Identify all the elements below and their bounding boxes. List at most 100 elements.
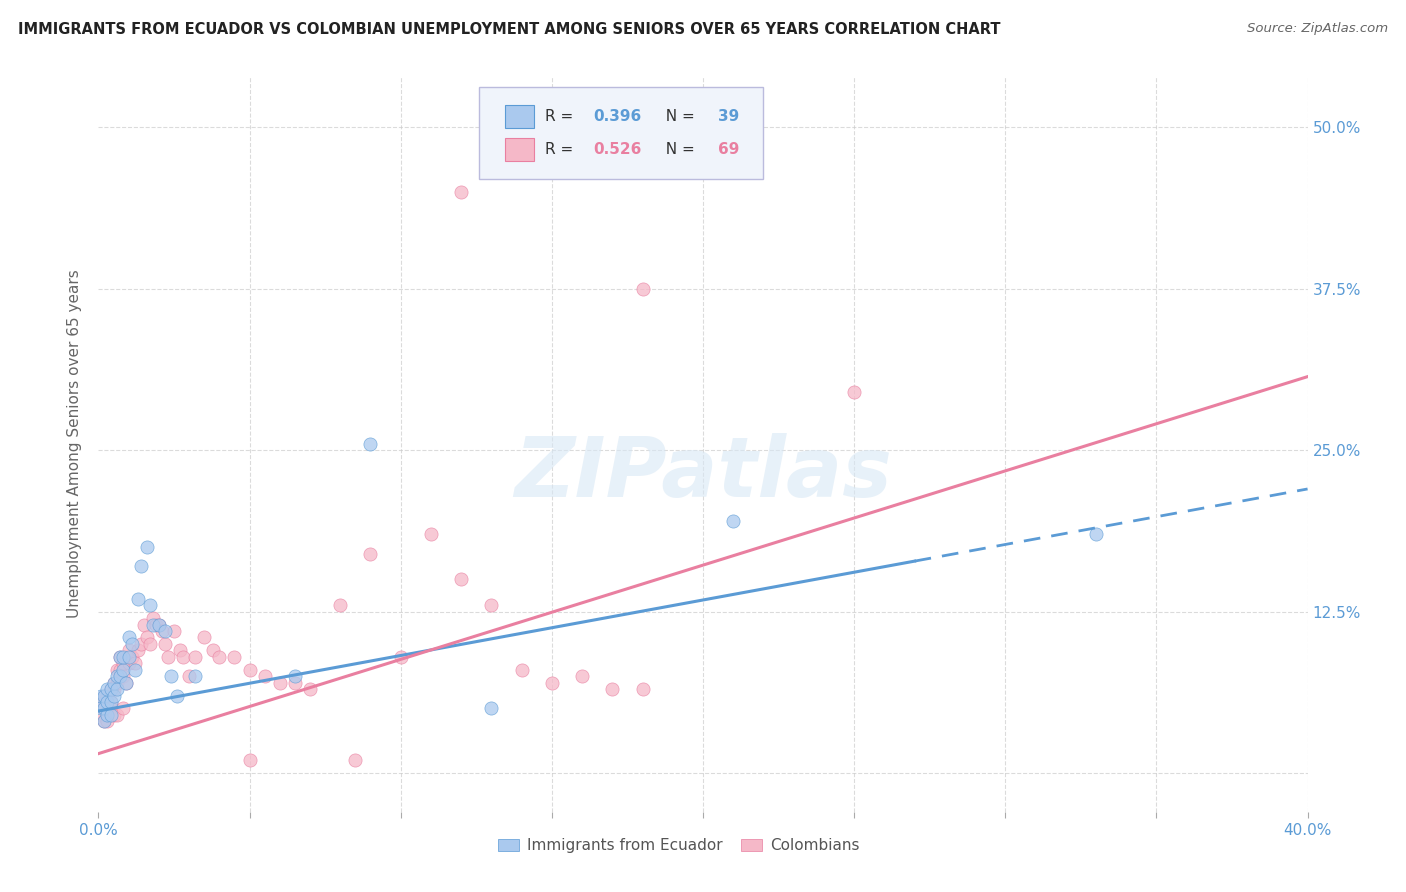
Point bbox=[129, 637, 152, 651]
Point bbox=[723, 514, 745, 528]
Point bbox=[169, 643, 191, 657]
Point bbox=[111, 649, 134, 664]
Point bbox=[124, 657, 146, 671]
Point bbox=[1085, 527, 1108, 541]
Point bbox=[132, 617, 155, 632]
Point bbox=[103, 689, 125, 703]
Text: Source: ZipAtlas.com: Source: ZipAtlas.com bbox=[1247, 22, 1388, 36]
Point bbox=[121, 637, 143, 651]
Point bbox=[121, 649, 143, 664]
Point bbox=[156, 649, 179, 664]
Point bbox=[108, 649, 131, 664]
Y-axis label: Unemployment Among Seniors over 65 years: Unemployment Among Seniors over 65 years bbox=[67, 269, 83, 618]
Point bbox=[202, 643, 225, 657]
Text: R =: R = bbox=[544, 142, 578, 157]
Point bbox=[208, 649, 231, 664]
Point bbox=[118, 657, 141, 671]
Point bbox=[153, 637, 176, 651]
Point bbox=[100, 701, 122, 715]
Point bbox=[103, 675, 125, 690]
Point bbox=[100, 681, 122, 696]
Point bbox=[631, 681, 654, 696]
Point bbox=[100, 681, 122, 696]
Point bbox=[114, 649, 136, 664]
Point bbox=[90, 707, 112, 722]
Point bbox=[153, 624, 176, 638]
Point bbox=[90, 689, 112, 703]
Point bbox=[118, 643, 141, 657]
Point bbox=[481, 701, 503, 715]
Point bbox=[135, 631, 157, 645]
Point bbox=[450, 572, 472, 586]
Point bbox=[127, 643, 149, 657]
Point bbox=[108, 663, 131, 677]
Point bbox=[108, 649, 131, 664]
Point bbox=[166, 689, 188, 703]
Point bbox=[100, 695, 122, 709]
Point bbox=[145, 617, 167, 632]
Point bbox=[344, 753, 367, 767]
Point bbox=[111, 663, 134, 677]
Point bbox=[105, 675, 128, 690]
Point bbox=[103, 675, 125, 690]
Point bbox=[111, 657, 134, 671]
Point bbox=[179, 669, 201, 683]
Point bbox=[150, 624, 173, 638]
Point bbox=[450, 185, 472, 199]
Legend: Immigrants from Ecuador, Colombians: Immigrants from Ecuador, Colombians bbox=[492, 832, 866, 859]
Point bbox=[118, 631, 141, 645]
Point bbox=[360, 547, 382, 561]
Point bbox=[172, 649, 194, 664]
Point bbox=[184, 649, 207, 664]
Text: 39: 39 bbox=[717, 109, 738, 124]
Point bbox=[118, 649, 141, 664]
Point bbox=[420, 527, 443, 541]
Point bbox=[139, 598, 162, 612]
Point bbox=[96, 707, 118, 722]
Point bbox=[96, 701, 118, 715]
Point bbox=[284, 675, 307, 690]
Point bbox=[844, 385, 866, 400]
Point bbox=[163, 624, 186, 638]
Point bbox=[135, 540, 157, 554]
Point bbox=[114, 675, 136, 690]
Point bbox=[90, 701, 112, 715]
Point bbox=[96, 695, 118, 709]
Point bbox=[103, 707, 125, 722]
Point bbox=[105, 669, 128, 683]
FancyBboxPatch shape bbox=[505, 104, 534, 128]
Point bbox=[510, 663, 533, 677]
Point bbox=[224, 649, 246, 664]
Point bbox=[184, 669, 207, 683]
Point bbox=[96, 714, 118, 729]
Point bbox=[93, 714, 115, 729]
Point bbox=[129, 559, 152, 574]
Point bbox=[111, 701, 134, 715]
Point bbox=[142, 617, 165, 632]
Point bbox=[93, 701, 115, 715]
Point bbox=[329, 598, 352, 612]
Point bbox=[111, 669, 134, 683]
Text: IMMIGRANTS FROM ECUADOR VS COLOMBIAN UNEMPLOYMENT AMONG SENIORS OVER 65 YEARS CO: IMMIGRANTS FROM ECUADOR VS COLOMBIAN UNE… bbox=[18, 22, 1001, 37]
Point bbox=[105, 707, 128, 722]
Point bbox=[100, 707, 122, 722]
Point bbox=[100, 695, 122, 709]
Point bbox=[284, 669, 307, 683]
Point bbox=[571, 669, 593, 683]
Text: 0.526: 0.526 bbox=[593, 142, 641, 157]
Point bbox=[540, 675, 562, 690]
Point bbox=[481, 598, 503, 612]
Point bbox=[148, 617, 170, 632]
Text: N =: N = bbox=[655, 109, 699, 124]
Point bbox=[148, 617, 170, 632]
Point bbox=[103, 681, 125, 696]
Point bbox=[124, 663, 146, 677]
Point bbox=[93, 689, 115, 703]
Point bbox=[239, 753, 262, 767]
Point bbox=[269, 675, 291, 690]
Point bbox=[160, 669, 183, 683]
Point bbox=[299, 681, 322, 696]
Point bbox=[96, 681, 118, 696]
Text: 69: 69 bbox=[717, 142, 740, 157]
Point bbox=[114, 675, 136, 690]
